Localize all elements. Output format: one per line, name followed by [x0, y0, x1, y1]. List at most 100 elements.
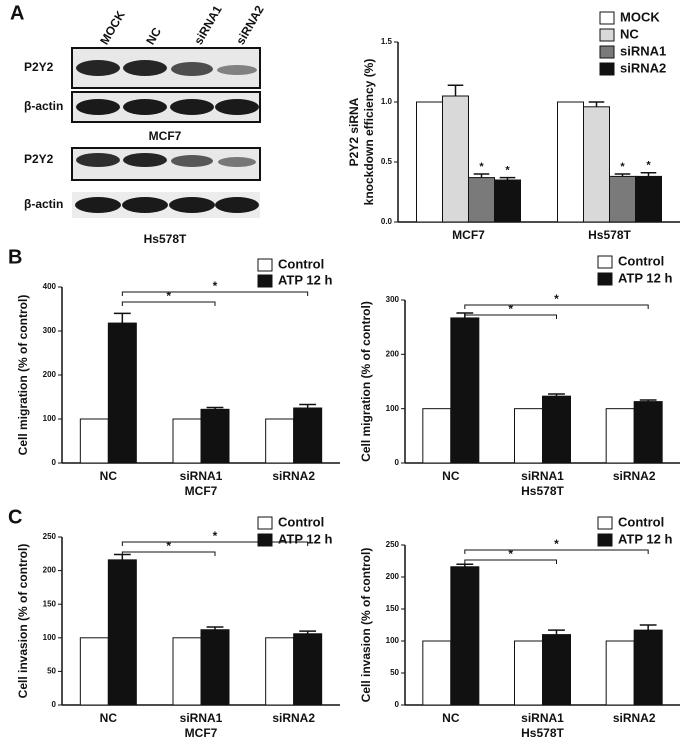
y-tick-label: 200 [386, 349, 400, 358]
y-tick-label: 150 [43, 599, 57, 608]
y-axis-label: Cell invasion (% of control) [359, 548, 373, 703]
x-tick-label: siRNA2 [272, 711, 315, 725]
y-tick-label: 0.0 [381, 217, 393, 226]
legend-swatch [599, 62, 615, 76]
comparison-label: * [554, 292, 559, 306]
error-bar [206, 626, 224, 630]
y-axis-label: knockdown efficiency (%) [362, 59, 376, 206]
bar [200, 408, 230, 464]
lane-label: siRNA2 [233, 3, 267, 47]
x-tick-label: siRNA1 [521, 711, 564, 725]
x-tick-label: siRNA1 [180, 711, 223, 725]
significance-mark: * [479, 161, 484, 173]
error-bar [548, 393, 565, 397]
y-tick-label: 0 [395, 700, 400, 709]
y-axis-label: Cell invasion (% of control) [16, 544, 30, 699]
row-label: P2Y2 [24, 152, 54, 166]
legend-label: NC [620, 26, 639, 41]
x-tick-label: NC [442, 711, 460, 725]
legend-swatch [599, 11, 615, 25]
legend-label: siRNA1 [620, 43, 666, 58]
bar [293, 633, 323, 706]
error-bar [639, 399, 657, 402]
legend-swatch [597, 272, 613, 286]
legend-label: siRNA2 [620, 60, 666, 75]
y-tick-label: 200 [386, 572, 400, 581]
y-tick-label: 50 [47, 667, 56, 676]
bar [422, 408, 452, 464]
y-tick-label: 150 [386, 604, 400, 613]
comparison-bracket [464, 559, 557, 564]
bar [416, 101, 443, 223]
error-bar [113, 312, 131, 324]
bar [79, 637, 109, 706]
x-axis-label: MCF7 [185, 726, 218, 740]
cell-line-label: Hs578T [144, 232, 187, 246]
bar [107, 559, 137, 706]
x-tick-label: MCF7 [452, 228, 485, 242]
y-tick-label: 100 [43, 414, 57, 423]
comparison-label: * [213, 279, 218, 293]
error-bar [499, 176, 516, 180]
error-bar [640, 172, 657, 177]
y-tick-label: 50 [390, 668, 399, 677]
legend-label: Control [278, 256, 324, 271]
y-tick-label: 250 [386, 540, 400, 549]
comparison-label: * [213, 529, 218, 543]
x-tick-label: siRNA2 [613, 711, 656, 725]
bar [633, 401, 663, 464]
legend-swatch [257, 533, 273, 547]
legend-swatch [257, 258, 273, 272]
bar [557, 101, 584, 223]
legend-swatch [599, 45, 615, 59]
legend-swatch [599, 28, 615, 42]
bar [450, 566, 480, 706]
comparison-label: * [166, 539, 171, 553]
x-axis-label: Hs578T [521, 484, 564, 498]
bar [633, 629, 663, 706]
legend-label: Control [618, 253, 664, 268]
lane-label: NC [143, 25, 164, 47]
y-tick-label: 0 [395, 458, 400, 467]
lane-label: siRNA1 [191, 3, 225, 47]
bar [494, 179, 521, 223]
legend-label: ATP 12 h [278, 531, 332, 546]
y-axis-label: Cell migration (% of control) [359, 301, 373, 462]
y-tick-label: 200 [43, 566, 57, 575]
comparison-bracket [121, 301, 216, 306]
x-tick-label: siRNA1 [521, 469, 564, 483]
lane-label: MOCK [97, 8, 128, 47]
y-tick-label: 400 [43, 282, 57, 291]
error-bar [456, 563, 474, 567]
legend-label: MOCK [620, 9, 660, 24]
significance-mark: * [505, 165, 510, 177]
western-blot: MOCK NC siRNA1 siRNA2 P2Y2 β-actin P2Y2 … [24, 3, 267, 246]
comparison-bracket [464, 314, 557, 319]
bands [75, 60, 259, 213]
comparison-label: * [166, 289, 171, 303]
y-tick-label: 250 [43, 532, 57, 541]
legend-swatch [597, 533, 613, 547]
row-label: β-actin [24, 197, 63, 211]
comparison-label: * [508, 547, 513, 561]
bar [542, 634, 571, 706]
error-bar [299, 403, 317, 408]
bar [442, 95, 469, 223]
bar [542, 395, 571, 464]
y-tick-label: 100 [43, 633, 57, 642]
significance-mark: * [646, 160, 651, 172]
error-bar [447, 84, 464, 96]
legend-swatch [597, 255, 613, 269]
y-tick-label: 200 [43, 370, 57, 379]
bar [200, 629, 230, 706]
legend-label: Control [618, 514, 664, 529]
bar [172, 637, 202, 706]
legend-swatch [257, 516, 273, 530]
bar [468, 177, 495, 223]
row-label: β-actin [24, 99, 63, 113]
error-bar [639, 624, 657, 631]
error-bar [206, 406, 224, 410]
cell-line-label: MCF7 [149, 129, 182, 143]
y-tick-label: 0 [52, 700, 57, 709]
row-label: P2Y2 [24, 60, 54, 74]
